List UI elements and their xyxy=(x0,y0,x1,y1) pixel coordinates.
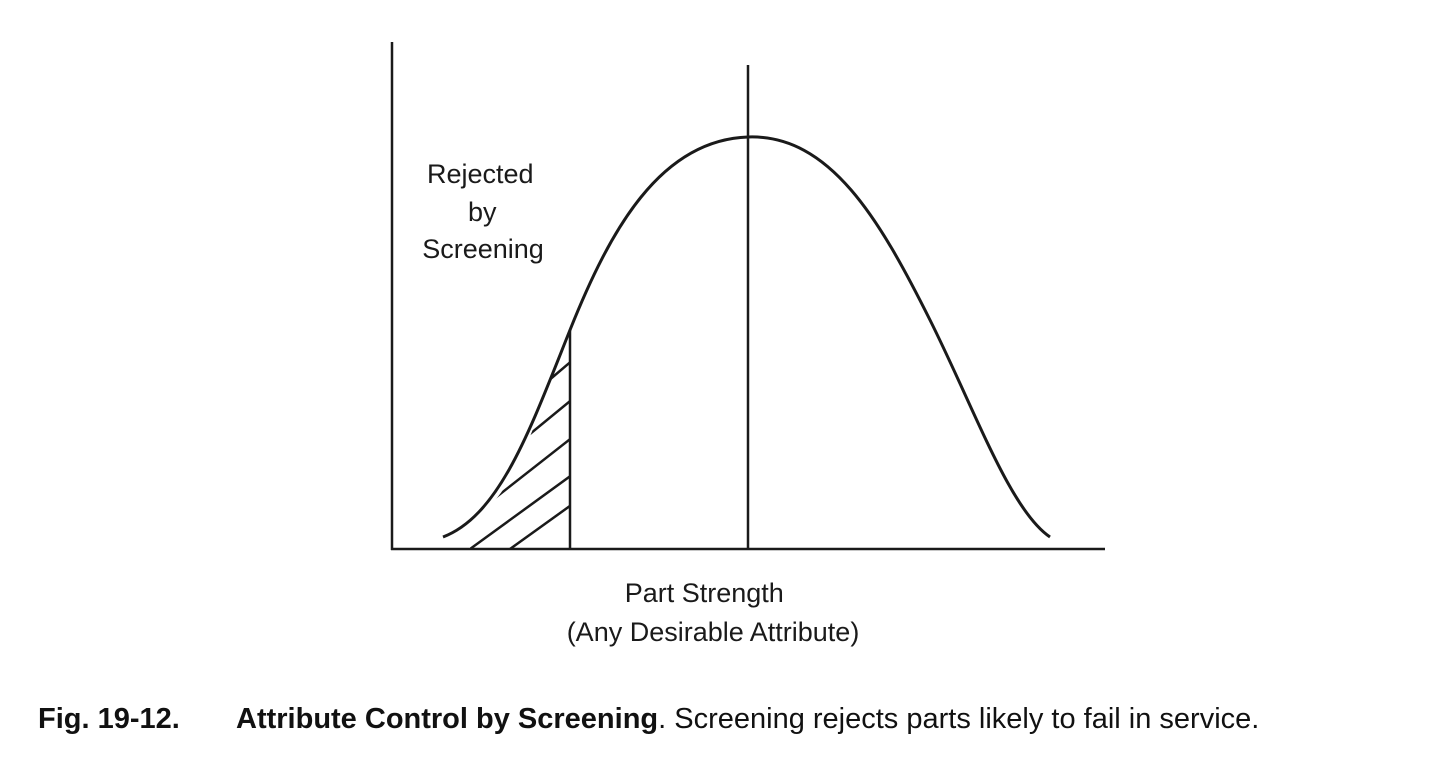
figure-description: . Screening rejects parts likely to fail… xyxy=(658,703,1260,735)
rejected-label: Rejected by Screening xyxy=(422,159,544,264)
figure-number: Fig. 19-12. xyxy=(38,703,180,735)
figure-title: Attribute Control by Screening xyxy=(236,703,659,735)
rejected-label-line-2: by xyxy=(468,197,497,227)
rejected-label-line-1: Rejected xyxy=(427,159,534,189)
figure-caption: Fig. 19-12. Attribute Control by Screenin… xyxy=(38,703,1438,736)
rejected-label-line-3: Screening xyxy=(422,234,544,264)
x-axis-label-line-2: (Any Desirable Attribute) xyxy=(567,617,860,647)
x-axis-label: Part Strength (Any Desirable Attribute) xyxy=(567,578,860,647)
distribution-curve xyxy=(442,135,1051,539)
x-axis-label-line-1: Part Strength xyxy=(625,578,784,608)
